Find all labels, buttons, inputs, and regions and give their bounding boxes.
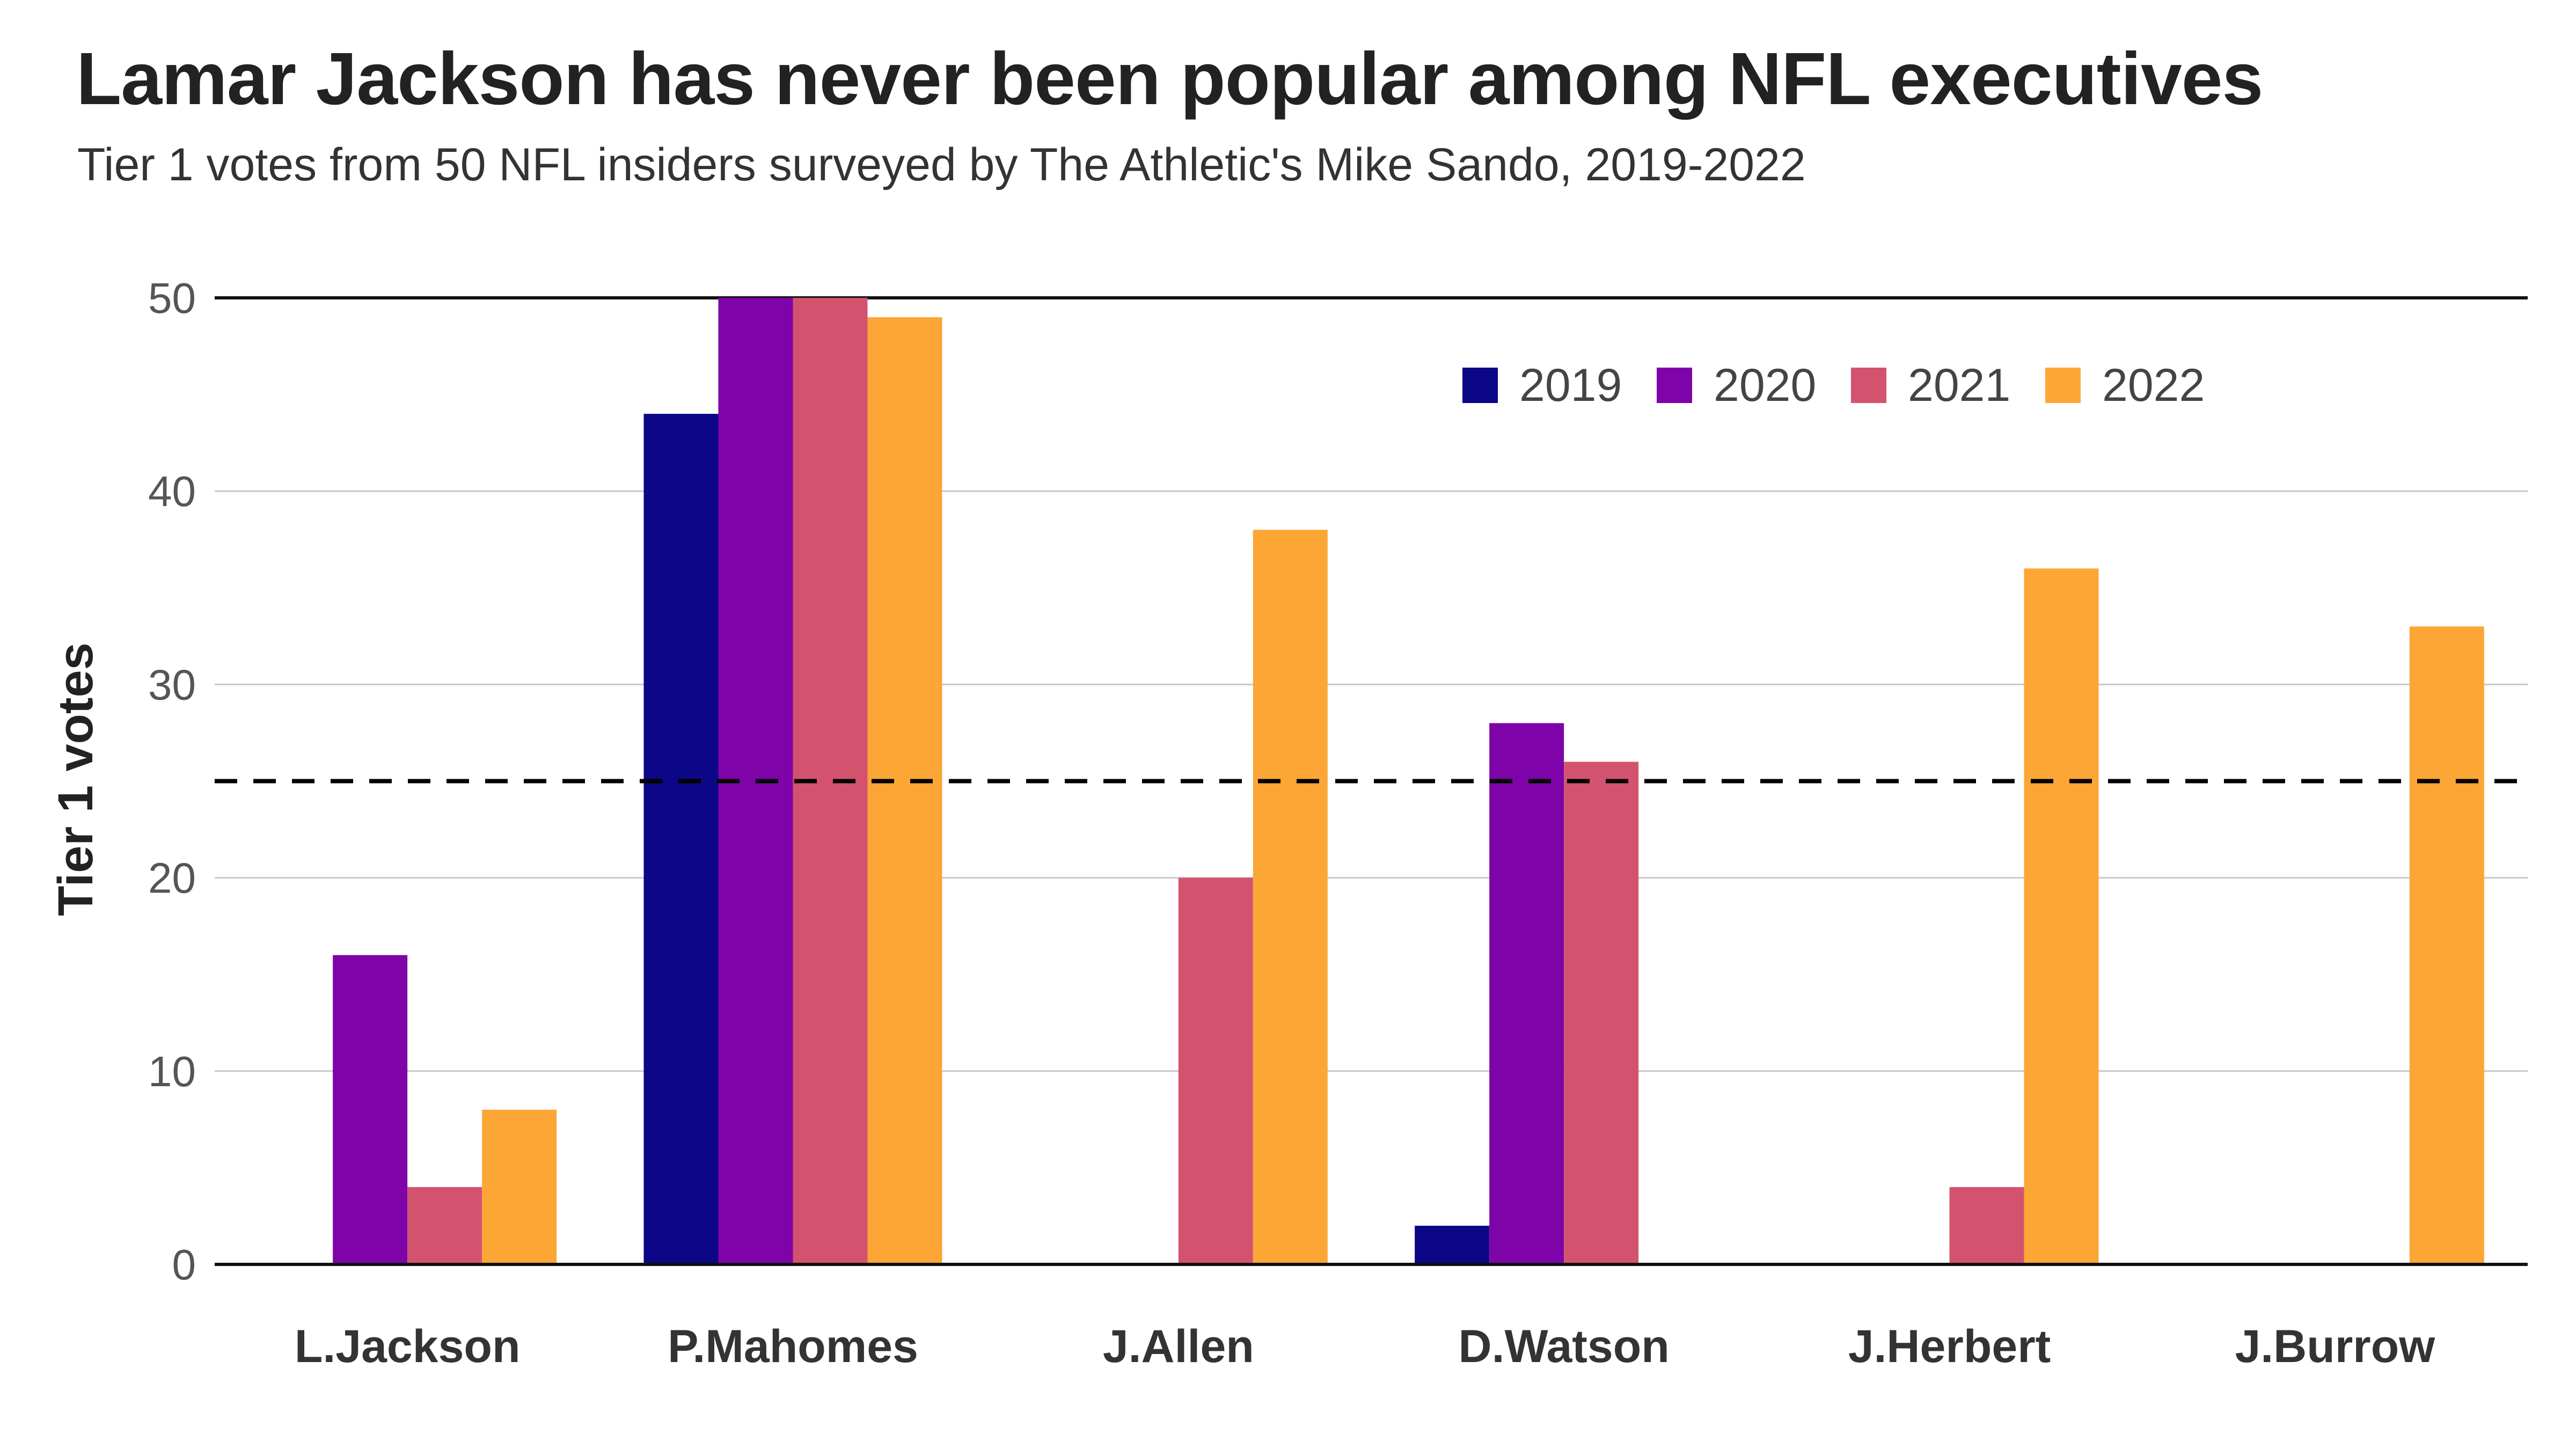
legend-swatch-2022 (2045, 368, 2081, 403)
bar-dwatson-2021 (1564, 762, 1639, 1264)
chart-title: Lamar Jackson has never been popular amo… (76, 38, 2263, 120)
x-tick-label: L.Jackson (295, 1321, 521, 1372)
bar-dwatson-2020 (1489, 723, 1564, 1264)
bar-dwatson-2019 (1415, 1225, 1490, 1264)
y-tick-label: 50 (148, 274, 196, 322)
bar-ljackson-2020 (333, 955, 408, 1264)
bar-jherbert-2022 (2024, 568, 2099, 1264)
bar-jherbert-2021 (1949, 1187, 2024, 1264)
x-axis-category-labels: L.Jackson P.Mahomes J.Allen D.Watson J.Herbe… (295, 1321, 2435, 1372)
legend-swatch-2019 (1462, 368, 1498, 403)
x-tick-label: J.Herbert (1848, 1321, 2051, 1372)
y-tick-label: 40 (148, 467, 196, 515)
legend-label: 2021 (1908, 360, 2010, 411)
y-tick-label: 30 (148, 661, 196, 708)
x-tick-label: J.Allen (1103, 1321, 1254, 1372)
gridlines (215, 296, 2528, 1265)
legend-swatch-2020 (1657, 368, 1692, 403)
legend-label: 2019 (1519, 360, 1622, 411)
legend-swatch-2021 (1851, 368, 1886, 403)
bar-jburrow-2022 (2409, 626, 2484, 1264)
legend-label: 2020 (1714, 360, 1816, 411)
bar-jallen-2021 (1178, 877, 1253, 1264)
x-tick-label: P.Mahomes (668, 1321, 918, 1372)
legend: 2019 2020 2021 2022 (1462, 360, 2205, 411)
x-tick-label: D.Watson (1458, 1321, 1669, 1372)
y-tick-label: 10 (148, 1048, 196, 1095)
bar-ljackson-2022 (482, 1109, 557, 1264)
y-tick-label: 20 (148, 854, 196, 902)
bar-jallen-2022 (1253, 530, 1328, 1264)
y-tick-label: 0 (172, 1241, 196, 1289)
bar-pmahomes-2022 (867, 317, 942, 1264)
y-axis-label: Tier 1 votes (48, 642, 103, 916)
bar-ljackson-2021 (407, 1187, 482, 1264)
y-axis-ticks: 0 10 20 30 40 50 (148, 274, 196, 1289)
bar-pmahomes-2019 (643, 414, 719, 1264)
x-tick-label: J.Burrow (2235, 1321, 2435, 1372)
chart-subtitle: Tier 1 votes from 50 NFL insiders survey… (77, 139, 1806, 191)
legend-label: 2022 (2102, 360, 2205, 411)
